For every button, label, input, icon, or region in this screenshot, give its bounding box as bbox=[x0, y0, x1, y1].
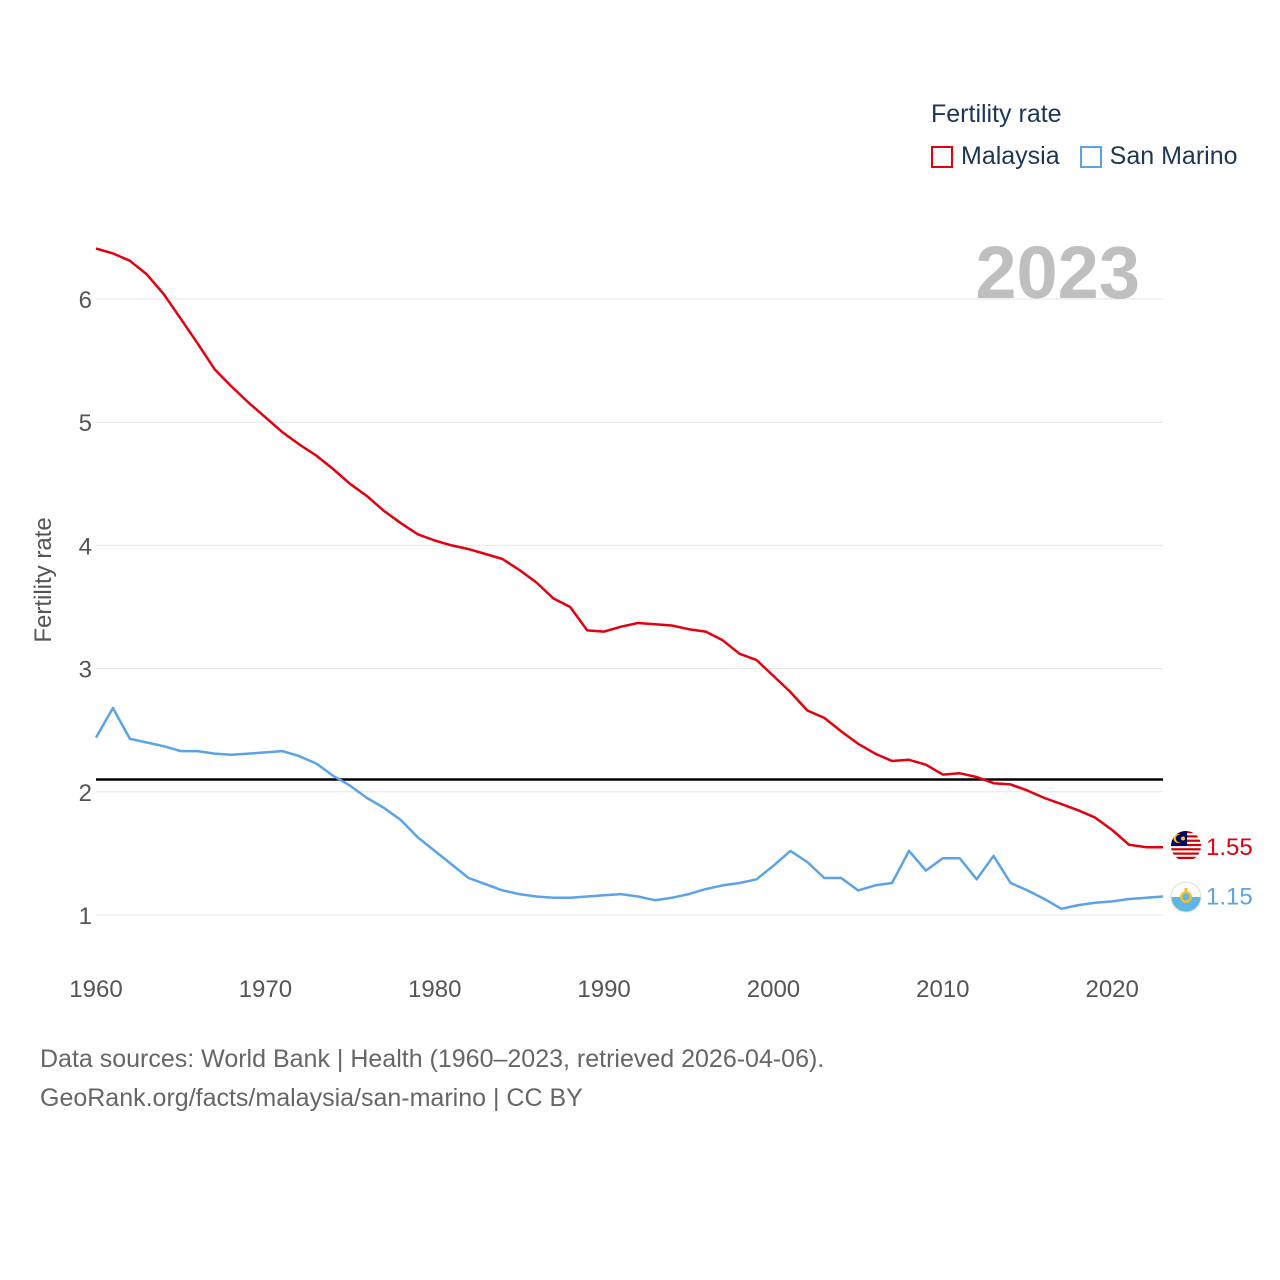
y-tick-label: 3 bbox=[79, 657, 92, 684]
end-markers: 1.55 1.15 bbox=[1170, 831, 1253, 913]
x-tick-labels: 1960 1970 1980 1990 2000 2010 2020 bbox=[69, 976, 1139, 1003]
legend-title: Fertility rate bbox=[931, 100, 1062, 128]
malaysia-flag-icon bbox=[1171, 831, 1201, 861]
legend-swatch-san-marino bbox=[1079, 145, 1102, 168]
x-tick-label: 1960 bbox=[69, 976, 122, 1003]
y-tick-label: 2 bbox=[79, 780, 92, 807]
y-tick-label: 5 bbox=[79, 410, 92, 437]
year-label: 2023 bbox=[975, 231, 1140, 314]
footer-link[interactable]: GeoRank.org/facts/malaysia/san-marino | … bbox=[40, 1084, 583, 1112]
legend-label-san-marino: San Marino bbox=[1109, 142, 1238, 170]
y-tick-label: 4 bbox=[79, 533, 92, 560]
end-value-label: 1.55 bbox=[1206, 834, 1253, 861]
footer-sources: Data sources: World Bank | Health (1960–… bbox=[40, 1045, 825, 1073]
legend-swatch-malaysia bbox=[931, 145, 953, 168]
end-value-label: 1.15 bbox=[1206, 884, 1253, 911]
y-axis-label: Fertility rate bbox=[30, 517, 57, 642]
y-tick-label: 6 bbox=[79, 287, 92, 314]
gridlines bbox=[96, 298, 1163, 916]
series-lines bbox=[94, 247, 1164, 911]
x-tick-label: 2000 bbox=[747, 976, 800, 1003]
legend: Malaysia San Marino bbox=[931, 142, 1258, 171]
x-tick-label: 2020 bbox=[1085, 976, 1138, 1003]
series-line-san-marino bbox=[94, 706, 1164, 911]
legend-label-malaysia: Malaysia bbox=[961, 142, 1060, 170]
legend-item-malaysia[interactable]: Malaysia bbox=[931, 142, 1060, 171]
x-tick-label: 1990 bbox=[577, 976, 630, 1003]
san-marino-flag-icon bbox=[1170, 881, 1202, 913]
legend-item-san-marino[interactable]: San Marino bbox=[1079, 142, 1238, 171]
x-tick-label: 1970 bbox=[239, 976, 292, 1003]
x-tick-label: 1980 bbox=[408, 976, 461, 1003]
x-tick-label: 2010 bbox=[916, 976, 969, 1003]
series-line-malaysia bbox=[95, 247, 1163, 849]
y-tick-label: 1 bbox=[79, 903, 92, 930]
y-tick-labels: 1 2 3 4 5 6 bbox=[79, 287, 92, 930]
